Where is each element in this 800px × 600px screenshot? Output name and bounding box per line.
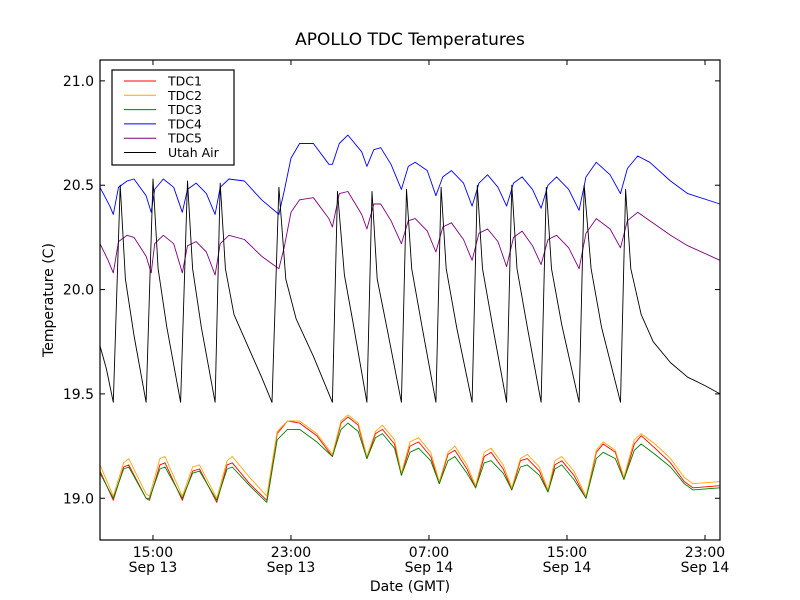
chart-title: APOLLO TDC Temperatures xyxy=(295,30,525,50)
y-tick-label: 21.0 xyxy=(63,74,94,90)
x-tick-label-time: 23:00 xyxy=(685,545,725,561)
x-tick-label-time: 15:00 xyxy=(133,545,173,561)
series-line-utah-air xyxy=(99,178,721,403)
y-axis: 19.0 19.5 20.0 20.5 21.0 xyxy=(63,74,720,507)
series-line-tdc2 xyxy=(99,414,721,499)
x-tick-label-date: Sep 14 xyxy=(681,560,730,576)
x-tick-label-date: Sep 13 xyxy=(129,560,178,576)
legend-frame xyxy=(111,69,235,166)
series-line-tdc5 xyxy=(99,191,721,276)
y-tick-label: 19.0 xyxy=(63,491,94,507)
y-tick-label: 20.5 xyxy=(63,178,94,194)
y-axis-label: Temperature (C) xyxy=(41,243,57,358)
x-tick-label-time: 07:00 xyxy=(409,545,449,561)
series-line-tdc1 xyxy=(99,416,721,503)
x-tick-label-date: Sep 13 xyxy=(267,560,316,576)
legend-label-tdc1: TDC1 xyxy=(167,74,202,89)
x-tick-label-time: 23:00 xyxy=(271,545,311,561)
legend-label-tdc3: TDC3 xyxy=(167,102,202,117)
legend-label-utah-air: Utah Air xyxy=(168,145,220,160)
y-tick-label: 19.5 xyxy=(63,387,94,403)
plot-frame xyxy=(99,59,721,541)
x-tick-label-time: 15:00 xyxy=(547,545,587,561)
series-line-tdc4 xyxy=(99,134,721,215)
y-tick-label: 20.0 xyxy=(63,283,94,299)
series-layer xyxy=(99,134,721,503)
legend-label-tdc4: TDC4 xyxy=(167,116,202,131)
legend-label-tdc2: TDC2 xyxy=(167,88,202,103)
x-axis-label: Date (GMT) xyxy=(370,579,450,595)
legend-label-tdc5: TDC5 xyxy=(167,131,202,146)
x-tick-label-date: Sep 14 xyxy=(405,560,454,576)
x-tick-label-date: Sep 14 xyxy=(543,560,592,576)
series-line-tdc3 xyxy=(99,422,721,503)
